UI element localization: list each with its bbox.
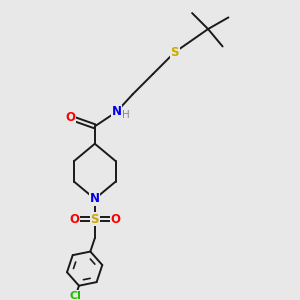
Text: O: O xyxy=(65,111,75,124)
Text: Cl: Cl xyxy=(70,291,81,300)
Text: O: O xyxy=(69,213,79,226)
Text: N: N xyxy=(90,192,100,206)
Text: S: S xyxy=(91,213,99,226)
Text: N: N xyxy=(112,105,122,118)
Text: S: S xyxy=(170,46,179,59)
Text: H: H xyxy=(122,110,130,120)
Text: O: O xyxy=(111,213,121,226)
